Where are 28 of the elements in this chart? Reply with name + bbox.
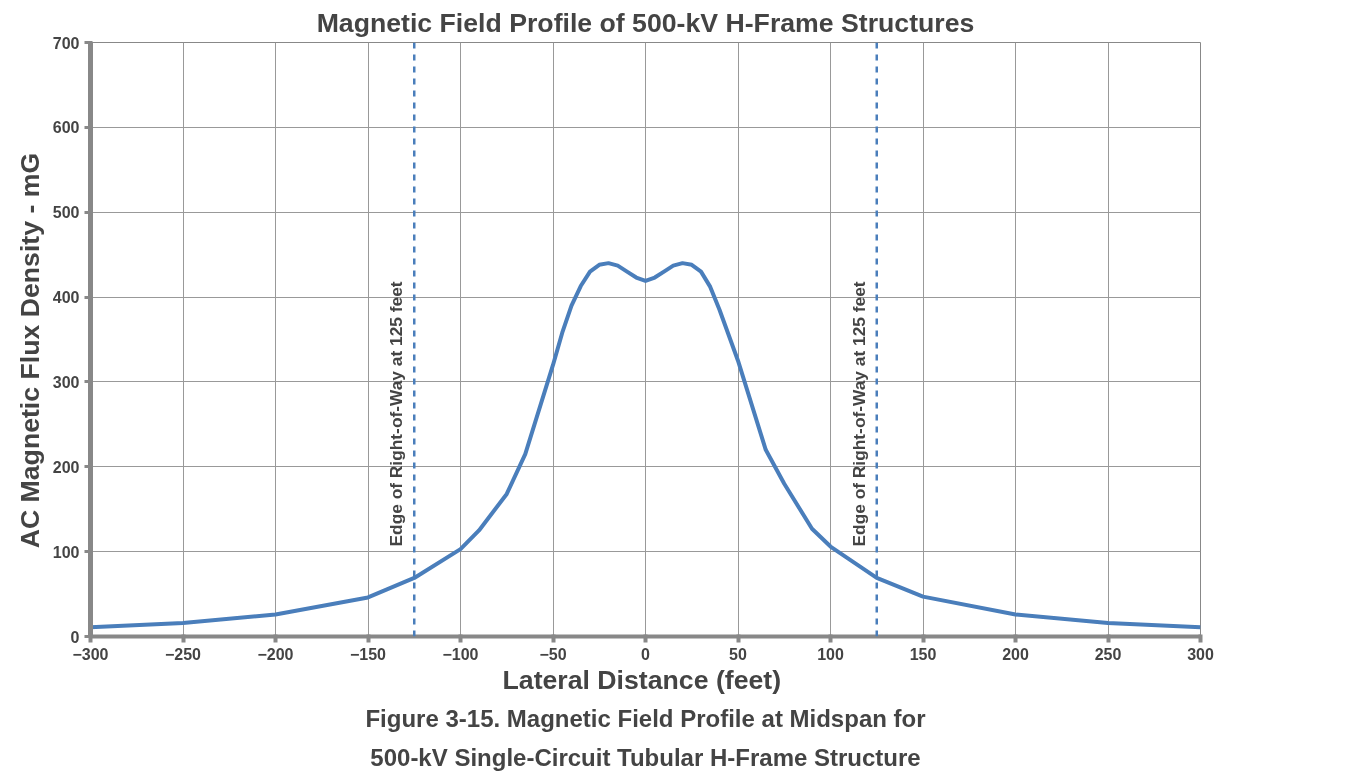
x-tick-label: 300 <box>1187 645 1214 663</box>
x-tick-label: 200 <box>1002 645 1029 663</box>
x-tick-label: −50 <box>539 645 567 663</box>
x-tick-label: 0 <box>641 645 651 663</box>
y-tick-label: 200 <box>52 458 80 476</box>
x-tick-label: −300 <box>72 645 109 663</box>
y-tick-label: 700 <box>52 34 80 52</box>
y-tick-label: 500 <box>52 204 80 222</box>
y-tick-label: 300 <box>52 373 80 391</box>
y-tick-label: 400 <box>52 289 80 307</box>
ref-line-label: Edge of Right-of-Way at 125 feet <box>848 281 869 547</box>
y-tick-label: 0 <box>70 628 80 646</box>
x-tick-label: 250 <box>1094 645 1122 663</box>
x-tick-label: 50 <box>729 645 747 663</box>
x-tick-label: 100 <box>817 645 844 663</box>
x-tick-label: −100 <box>442 645 479 663</box>
x-tick-label: −250 <box>164 645 202 663</box>
y-tick-label: 600 <box>52 119 80 137</box>
x-tick-label: −200 <box>257 645 294 663</box>
x-tick-label: 150 <box>909 645 937 663</box>
ref-line-label: Edge of Right-of-Way at 125 feet <box>386 281 407 547</box>
caption: Figure 3-15. Magnetic Field Profile at Midspan for <box>365 704 926 732</box>
x-axis-title: Lateral Distance (feet) <box>502 664 782 695</box>
x-tick-label: −150 <box>349 645 387 663</box>
y-tick-label: 100 <box>52 543 80 561</box>
text: 500-kV Single-Circuit Tubular H-Frame Structure <box>370 743 921 771</box>
y-axis-title: AC Magnetic Flux Density - mG <box>14 152 45 549</box>
chart-title: Magnetic Field Profile of 500-kV H-Frame Structures <box>316 7 975 38</box>
